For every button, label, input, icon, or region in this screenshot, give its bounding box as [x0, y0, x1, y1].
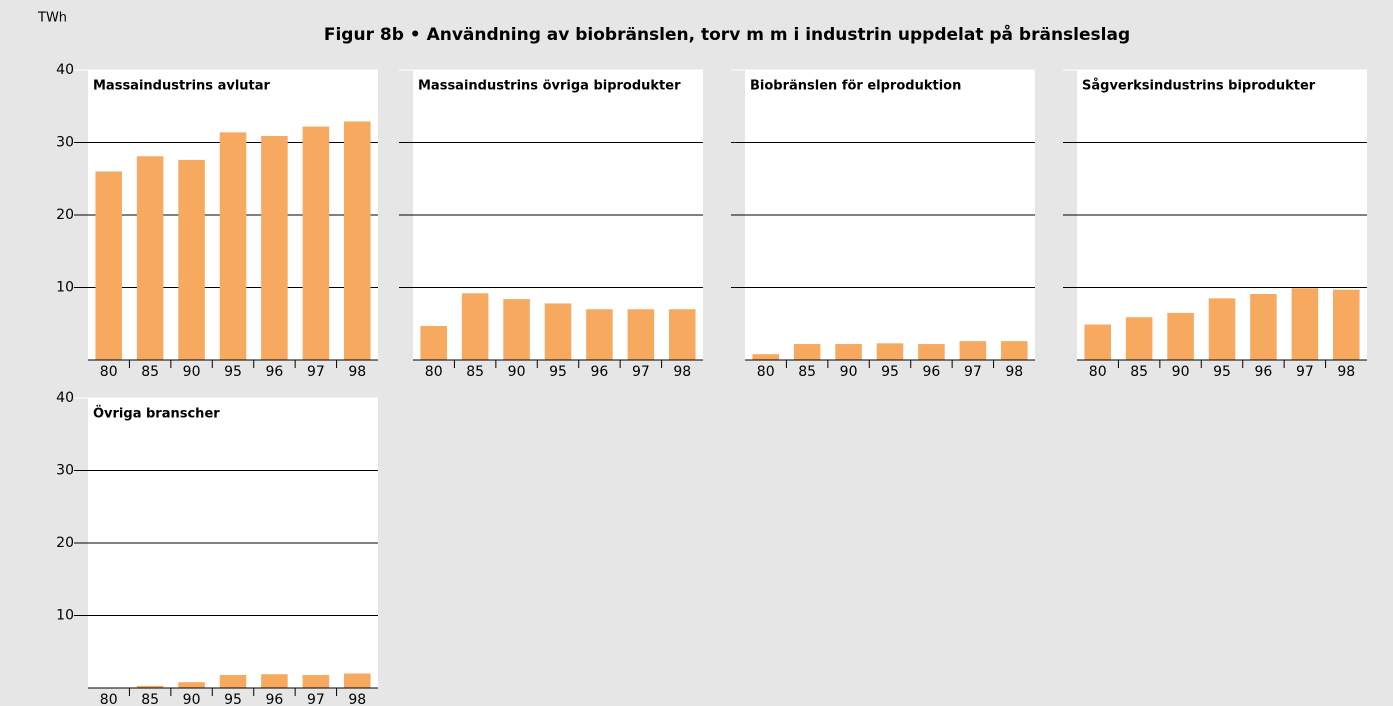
- bar: [461, 293, 489, 360]
- bar: [136, 685, 164, 688]
- figure-title: Figur 8b • Användning av biobränslen, to…: [324, 23, 1130, 45]
- x-tick-label: 95: [881, 364, 899, 380]
- bar: [876, 343, 904, 360]
- x-tick-label: 85: [141, 692, 159, 706]
- bar: [835, 344, 862, 360]
- bar: [1208, 298, 1236, 360]
- x-tick-label: 97: [964, 364, 982, 380]
- x-tick-label: 80: [100, 364, 118, 380]
- bar: [219, 674, 247, 688]
- bar: [95, 171, 122, 360]
- x-tick-label: 96: [266, 364, 284, 380]
- x-tick-label: 85: [798, 364, 816, 380]
- bar: [1250, 294, 1277, 360]
- x-tick-label: 85: [466, 364, 484, 380]
- x-tick-label: 98: [1337, 364, 1355, 380]
- x-tick-label: 85: [141, 364, 159, 380]
- x-tick-label: 96: [923, 364, 941, 380]
- x-tick-label: 90: [840, 364, 858, 380]
- bar: [420, 325, 447, 360]
- bar: [1333, 289, 1360, 360]
- bar: [1125, 317, 1153, 360]
- bar: [627, 309, 655, 360]
- x-tick-label: 80: [757, 364, 775, 380]
- x-tick-label: 98: [348, 692, 366, 706]
- bar: [302, 674, 330, 688]
- x-tick-label: 90: [508, 364, 526, 380]
- y-unit: TWh: [37, 11, 67, 26]
- bar: [344, 121, 371, 360]
- x-tick-label: 80: [100, 692, 118, 706]
- bar: [918, 344, 945, 360]
- x-tick-label: 96: [266, 692, 284, 706]
- x-tick-label: 80: [1089, 364, 1107, 380]
- x-tick-label: 90: [183, 364, 201, 380]
- panel-title: Massaindustrins avlutar: [93, 79, 271, 94]
- x-tick-label: 95: [224, 364, 242, 380]
- y-tick-label: 20: [56, 207, 74, 223]
- y-tick-label: 40: [56, 62, 74, 78]
- bar: [344, 673, 371, 688]
- x-tick-label: 97: [307, 692, 325, 706]
- x-tick-label: 95: [549, 364, 567, 380]
- bar: [1167, 312, 1194, 360]
- y-tick-label: 10: [56, 280, 74, 296]
- bar: [669, 309, 696, 360]
- panel-title: Sågverksindustrins biprodukter: [1082, 79, 1316, 94]
- bar: [586, 309, 613, 360]
- bar: [1084, 324, 1111, 360]
- panel-title: Biobränslen för elproduktion: [750, 79, 961, 94]
- bar: [959, 341, 987, 360]
- x-tick-label: 90: [1172, 364, 1190, 380]
- y-tick-label: 30: [56, 463, 74, 479]
- x-tick-label: 98: [1005, 364, 1023, 380]
- x-tick-label: 90: [183, 692, 201, 706]
- bar: [178, 159, 205, 360]
- x-tick-label: 97: [307, 364, 325, 380]
- bar: [302, 126, 330, 360]
- bar: [1291, 288, 1319, 360]
- bar: [752, 354, 779, 360]
- bar: [261, 135, 288, 360]
- y-tick-label: 40: [56, 390, 74, 406]
- x-tick-label: 96: [591, 364, 609, 380]
- x-tick-label: 98: [348, 364, 366, 380]
- bar: [1001, 341, 1028, 360]
- y-tick-label: 20: [56, 535, 74, 551]
- x-tick-label: 85: [1130, 364, 1148, 380]
- x-tick-label: 95: [224, 692, 242, 706]
- bar: [219, 132, 247, 360]
- bar: [793, 344, 821, 360]
- x-tick-label: 98: [673, 364, 691, 380]
- y-tick-label: 10: [56, 608, 74, 624]
- y-tick-label: 30: [56, 135, 74, 151]
- bar: [503, 299, 530, 360]
- x-tick-label: 97: [632, 364, 650, 380]
- bar: [136, 156, 164, 360]
- x-tick-label: 96: [1255, 364, 1273, 380]
- x-tick-label: 80: [425, 364, 443, 380]
- bar: [261, 674, 288, 688]
- x-tick-label: 95: [1213, 364, 1231, 380]
- x-tick-label: 97: [1296, 364, 1314, 380]
- bar: [544, 303, 572, 360]
- panel-title: Övriga branscher: [93, 406, 220, 422]
- panel-title: Massaindustrins övriga biprodukter: [418, 79, 681, 94]
- bar: [178, 682, 205, 688]
